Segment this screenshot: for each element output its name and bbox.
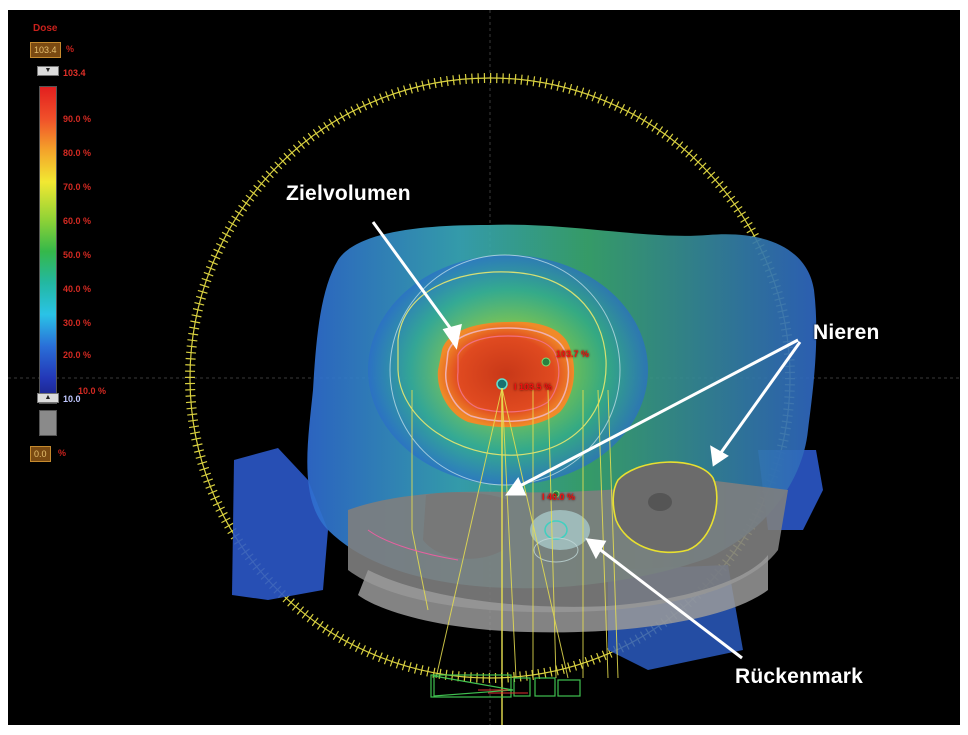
beam-lines [411, 387, 619, 679]
colorbar-top-value: 103.4 [63, 68, 86, 78]
kidney-right-hilum [648, 493, 672, 511]
annotation-spinal-cord: Rückenmark [735, 665, 864, 688]
isodose-contour-yellow [397, 271, 607, 456]
beam-field-icons-red [478, 689, 528, 694]
spinal-canal [533, 537, 579, 563]
colorbar-bottom-handle[interactable]: ▲ [37, 393, 59, 403]
dose-min-input[interactable]: 0.0 [30, 446, 51, 462]
dose-legend-title: Dose [33, 23, 58, 34]
kidney-left-region [423, 492, 508, 559]
dose-min-unit: % [58, 448, 67, 458]
spine-vertebra [530, 510, 590, 550]
beam-field-icons [430, 674, 581, 698]
dose-wing-left [232, 448, 328, 600]
target-volume-contour [445, 327, 570, 422]
dose-distribution-image [8, 10, 960, 725]
dose-max-unit: % [66, 44, 75, 54]
max-dose-point-marker [541, 357, 551, 367]
colorbar-tick-20: 20.0 % [63, 350, 92, 360]
target-volume-hot [437, 321, 575, 428]
colorbar-tick-40: 40.0 % [63, 284, 92, 294]
isocenter-marker [496, 378, 508, 390]
spinal-cord-contour [544, 520, 568, 540]
colorbar-low-value: 10.0 [63, 394, 81, 404]
dose-max-input[interactable]: 103.4 [30, 42, 61, 58]
ct-lower-body-shade [358, 555, 768, 633]
colorbar-top-handle[interactable]: ▼ [37, 66, 59, 76]
colorbar-tick-10: 10.0 % [78, 386, 107, 396]
colorbar-tick-90: 90.0 % [63, 114, 92, 124]
annotation-target-volume: Zielvolumen [286, 182, 411, 205]
spine-point-marker [552, 490, 560, 498]
ct-dose-viewport[interactable]: Dose 103.4 % ▼ 103.4 90.0 % 80.0 % 70.0 … [8, 10, 960, 725]
colorbar-tick-50: 50.0 % [63, 250, 92, 260]
colorbar-below-range [39, 410, 57, 436]
max-dose-label: 103.7 % [556, 349, 590, 359]
isodose-contour-outer [389, 254, 621, 486]
colorbar-tick-30: 30.0 % [63, 318, 92, 328]
colorbar-tick-60: 60.0 % [63, 216, 92, 226]
isocenter-dose-label: I 103.5 % [514, 382, 553, 392]
annotation-arrows [371, 221, 802, 660]
spine-dose-label: I 40.0 % [542, 492, 576, 502]
dose-colorbar [39, 86, 57, 404]
annotation-kidneys: Nieren [813, 321, 880, 344]
beam-pink-line [367, 529, 459, 561]
colorbar-tick-80: 80.0 % [63, 148, 92, 158]
colorbar-tick-70: 70.0 % [63, 182, 92, 192]
target-volume-inner [457, 335, 560, 413]
